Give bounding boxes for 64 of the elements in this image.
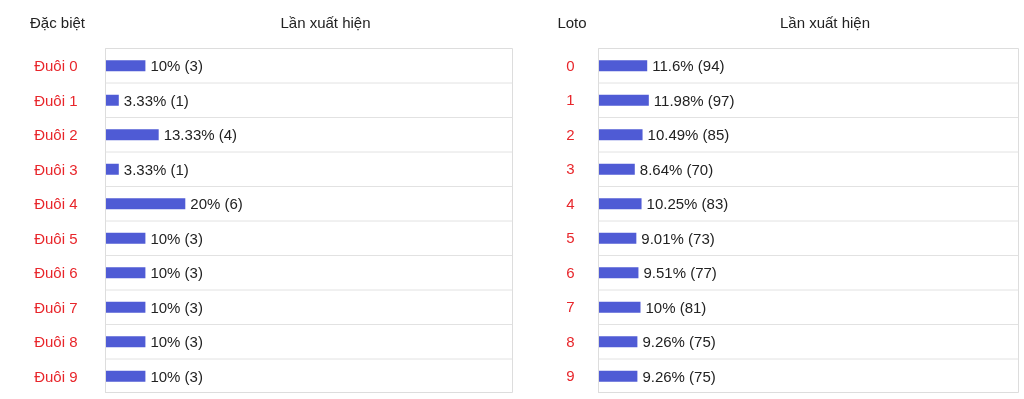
bar (598, 198, 642, 210)
y-tick-label: 9 (566, 367, 575, 385)
data-label: 10% (3) (150, 333, 203, 351)
y-tick-label: 1 (566, 91, 575, 109)
data-label: 11.6% (94) (652, 57, 725, 75)
bar (105, 129, 159, 141)
y-tick-label: Đuôi 0 (34, 57, 78, 75)
bar (105, 301, 146, 313)
y-tick-label: 7 (566, 298, 575, 316)
bar (598, 301, 641, 313)
data-label: 9.51% (77) (643, 264, 717, 282)
data-label: 3.33% (1) (123, 160, 189, 178)
y-tick-label: Đuôi 2 (34, 126, 78, 144)
y-tick-label: 3 (566, 160, 575, 178)
data-label: 9.01% (73) (641, 229, 715, 247)
bar (105, 60, 146, 72)
y-axis-title: Đặc biệt (29, 13, 86, 33)
y-tick-label: 8 (566, 332, 575, 350)
bar (105, 94, 119, 106)
bar (105, 232, 146, 244)
data-label: 10% (81) (645, 298, 707, 316)
bar (598, 163, 635, 175)
data-label: 9.26% (75) (642, 367, 716, 385)
y-tick-label: Đuôi 1 (34, 91, 78, 109)
bar (105, 163, 119, 175)
bar (105, 336, 146, 348)
bar (105, 267, 146, 279)
y-tick-label: Đuôi 3 (34, 160, 78, 178)
data-label: 11.98% (97) (653, 91, 735, 109)
y-tick-label: Đuôi 9 (34, 367, 78, 385)
data-label: 9.26% (75) (642, 333, 716, 351)
bar (598, 129, 643, 141)
data-label: 10% (3) (150, 57, 203, 75)
bar (598, 60, 648, 72)
y-tick-label: 4 (566, 194, 575, 212)
y-tick-label: Đuôi 8 (34, 333, 78, 351)
y-tick-label: Đuôi 4 (34, 195, 78, 213)
data-label: 10% (3) (150, 264, 203, 282)
bar (598, 267, 639, 279)
x-axis-title: Lần xuất hiện (280, 13, 371, 33)
y-tick-label: Đuôi 6 (34, 264, 78, 282)
bar (598, 336, 638, 348)
y-tick-label: 2 (566, 125, 575, 143)
data-label: 10% (3) (150, 229, 203, 247)
y-tick-label: 6 (566, 263, 575, 281)
y-tick-label: 0 (566, 56, 575, 74)
bar (598, 94, 649, 106)
y-axis-title: Loto (557, 13, 587, 33)
data-label: 13.33% (4) (163, 126, 238, 144)
data-label: 10.25% (83) (646, 195, 729, 213)
bar (598, 232, 637, 244)
data-label: 20% (6) (190, 195, 243, 213)
y-tick-label: Đuôi 7 (34, 298, 78, 316)
data-label: 10% (3) (150, 298, 203, 316)
bar (598, 370, 638, 382)
y-tick-label: Đuôi 5 (34, 229, 78, 247)
x-axis-title: Lần xuất hiện (779, 13, 871, 33)
bar (105, 198, 186, 210)
y-tick-label: 5 (566, 229, 575, 247)
data-label: 10.49% (85) (647, 126, 730, 144)
data-label: 8.64% (70) (639, 160, 714, 178)
bar (105, 370, 146, 382)
data-label: 10% (3) (150, 367, 203, 385)
data-label: 3.33% (1) (123, 91, 189, 109)
